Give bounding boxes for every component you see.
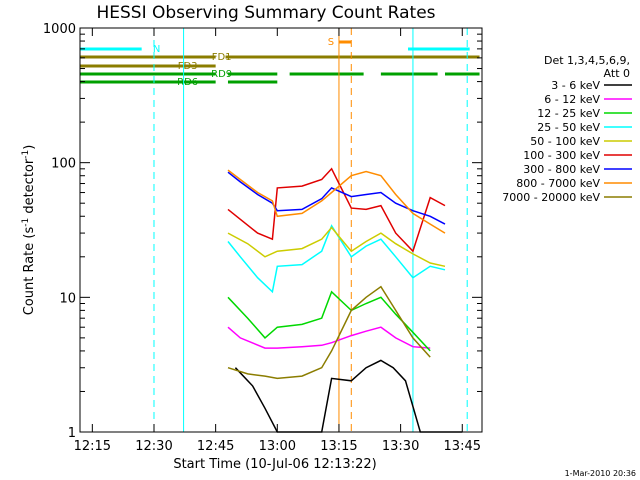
legend-label-1: 6 - 12 keV — [544, 93, 600, 106]
series-line-4 — [227, 226, 446, 268]
y-axis-label-part3: ) — [22, 145, 37, 150]
x-axis-label: Start Time (10-Jul-06 12:13:22) — [173, 457, 376, 472]
instrument-flag-bars: N FD1 FD3 RD9 RD6 S — [80, 37, 480, 88]
legend-label-6: 300 - 800 keV — [523, 163, 600, 176]
x-axis-ticks: 12:15 12:30 12:45 13:00 13:15 13:30 13:45 — [74, 28, 481, 454]
series-line-2 — [227, 290, 431, 352]
flag-bar-label-rd6: RD6 — [177, 77, 198, 88]
series-line-5 — [227, 167, 446, 253]
series-line-1 — [227, 326, 431, 349]
x-tick-label-2: 12:45 — [197, 439, 234, 454]
legend-label-8: 7000 - 20000 keV — [502, 191, 600, 204]
legend-label-7: 800 - 7000 keV — [516, 177, 600, 190]
x-tick-label-4: 13:15 — [320, 439, 357, 454]
footer-timestamp: 1-Mar-2010 20:36 — [565, 469, 636, 478]
legend-label-5: 100 - 300 keV — [523, 149, 600, 162]
x-tick-label-3: 13:00 — [259, 439, 296, 454]
y-axis-label-part1: Count Rate (s — [22, 227, 37, 316]
y-axis-label-sup2: -1 — [21, 150, 31, 159]
x-tick-label-6: 13:45 — [444, 439, 481, 454]
flag-bar-label-fd3: FD3 — [178, 61, 198, 72]
x-tick-label-0: 12:15 — [74, 439, 111, 454]
flag-bar-label-rd9: RD9 — [211, 69, 232, 80]
y-tick-label-0: 1 — [68, 426, 76, 441]
x-tick-label-1: 12:30 — [135, 439, 172, 454]
y-axis-label-sup1: -1 — [21, 218, 31, 227]
x-tick-label-5: 13:30 — [382, 439, 419, 454]
y-tick-label-3: 1000 — [43, 22, 76, 37]
series-line-3 — [227, 224, 446, 294]
series-line-7 — [227, 169, 446, 234]
y-axis-label: Count Rate (s-1 detector-1) — [21, 145, 37, 316]
legend-label-2: 12 - 25 keV — [537, 107, 600, 120]
y-axis-label-part2: detector — [22, 158, 37, 218]
y-tick-label-2: 100 — [51, 157, 76, 172]
y-tick-label-1: 10 — [59, 291, 76, 306]
series-group — [227, 167, 463, 433]
flag-bar-label-fd1: FD1 — [212, 52, 232, 63]
legend-label-0: 3 - 6 keV — [551, 79, 600, 92]
legend-header-line1: Det 1,3,4,5,6,9, — [544, 54, 630, 67]
chart-title: HESSI Observing Summary Count Rates — [96, 3, 435, 23]
series-line-8 — [227, 285, 431, 380]
y-axis-ticks: 1 10 100 1000 — [43, 22, 482, 441]
flag-bar-label-n: N — [153, 44, 160, 55]
plot-frame — [79, 27, 483, 433]
flag-bar-label-s: S — [328, 37, 334, 48]
legend-label-4: 50 - 100 keV — [530, 135, 600, 148]
legend-header-line2: Att 0 — [604, 67, 630, 80]
legend-label-3: 25 - 50 keV — [537, 121, 600, 134]
series-line-0 — [234, 359, 463, 433]
